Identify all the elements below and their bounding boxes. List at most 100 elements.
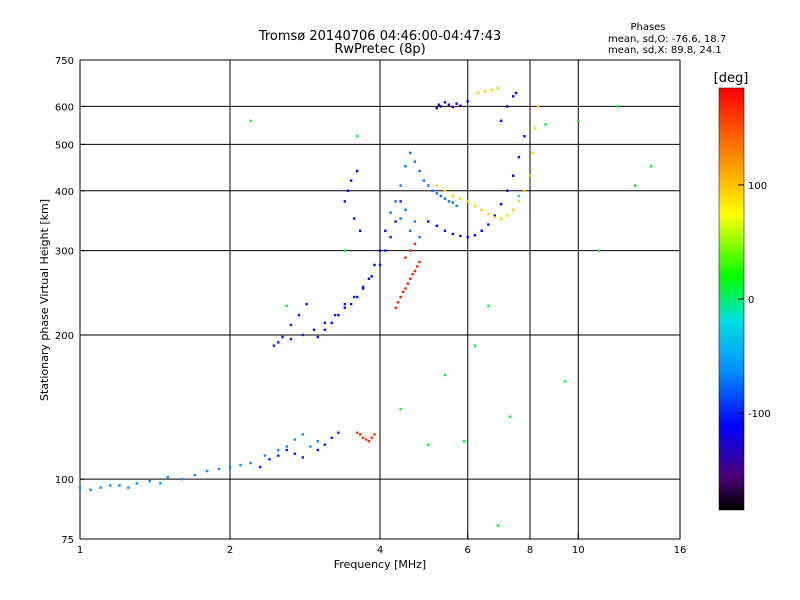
data-point [268,458,271,461]
data-point [511,208,515,212]
data-point [343,200,347,203]
data-point [289,337,293,341]
data-point [355,295,359,299]
data-point [480,229,483,232]
data-point [483,90,487,93]
data-point [466,100,469,103]
data-point [418,235,421,239]
x-tick-label: 10 [572,545,585,556]
data-point [127,486,130,489]
data-point [422,179,426,182]
data-point [384,249,387,252]
data-point [349,179,353,182]
data-point [301,333,305,337]
data-point [239,463,242,467]
data-point [277,341,280,344]
data-point [301,456,305,459]
data-point [411,272,414,276]
data-point [443,189,447,192]
data-point [367,277,371,280]
data-point [517,156,521,159]
data-point [118,484,121,487]
data-point [443,197,447,200]
data-point [159,482,162,485]
data-point [427,184,430,187]
data-point [487,304,490,308]
data-point [409,249,412,252]
data-point [496,86,500,90]
data-point [536,105,540,108]
data-point [413,220,417,223]
data-point [355,134,359,138]
data-point [343,249,347,252]
data-point [499,217,503,220]
y-axis-ticks: 75 100 200 300 400 500 600 750 [55,56,85,546]
data-point [373,263,376,267]
x-tick-label: 6 [465,545,471,556]
stats-line-x: mean, sd,X: 89.8, 24.1 [608,45,722,56]
data-point [399,200,402,203]
data-point [148,480,151,483]
data-point [563,380,567,383]
data-point [451,232,455,236]
data-point [466,235,469,239]
data-point [289,323,293,327]
data-point [263,454,267,457]
data-point [427,220,430,223]
data-point [394,220,397,223]
y-tick-label: 750 [55,56,74,67]
data-point [323,443,327,446]
data-point [249,119,252,122]
data-point [534,127,537,130]
data-point [418,169,421,173]
data-point [180,477,183,481]
data-point [633,184,637,187]
stats-line-o: mean, sd,O: -76.6, 18.7 [608,34,726,45]
data-point [514,91,518,95]
data-point [493,216,497,219]
data-point [487,223,490,226]
data-point [597,249,601,252]
data-point [367,440,371,443]
data-point [378,263,382,267]
data-point [409,151,412,155]
data-point [496,524,500,527]
x-tick-label: 16 [674,545,687,556]
data-point [399,295,402,299]
data-point [337,313,340,317]
data-point [480,208,483,212]
data-points [78,86,653,527]
data-point [364,438,368,441]
data-point [396,301,400,304]
data-point [343,306,347,309]
data-point [511,174,515,177]
data-point [477,91,480,95]
data-point [451,194,455,198]
data-point [523,189,526,192]
data-point [89,488,92,492]
data-point [399,217,402,220]
data-point [455,102,458,105]
data-point [373,433,376,436]
data-point [455,204,458,208]
colorbar-ticks: 100 0 -100 [738,181,771,420]
data-point [531,151,534,155]
x-tick-label: 8 [527,545,533,556]
data-point [343,302,347,306]
data-point [277,454,280,457]
y-tick-label: 75 [61,535,74,546]
data-point [451,105,455,109]
data-point [517,200,521,203]
data-point [370,436,373,439]
data-point [616,105,619,108]
y-tick-label: 200 [55,331,74,342]
data-point [435,224,438,228]
data-point [352,217,356,220]
data-point [435,192,438,195]
data-point [511,95,515,98]
data-point [330,436,333,439]
data-point [418,260,421,264]
data-point [415,265,419,268]
data-point [316,440,319,443]
data-point [427,443,430,446]
